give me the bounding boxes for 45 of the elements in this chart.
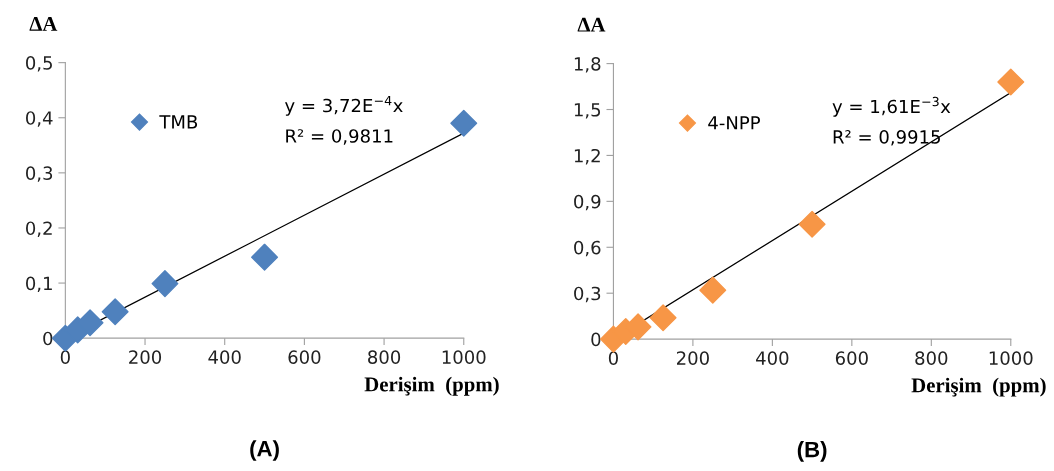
y-tick-label: 0,2	[26, 221, 52, 237]
x-tick-label: 400	[208, 350, 241, 364]
x-tick-label: 800	[915, 351, 948, 365]
point	[151, 270, 179, 298]
y-tick-label: 1,5	[574, 103, 601, 119]
y-axis-title: ΔA	[577, 17, 606, 32]
y-tick-label: 0	[43, 331, 53, 346]
x-axis-title: Derişim (ppm)	[911, 377, 1046, 397]
y-axis-title: ΔA	[29, 16, 58, 31]
x-tick-label: 200	[129, 350, 162, 364]
point	[649, 304, 677, 332]
y-tick-label: 0,3	[26, 166, 53, 182]
annotation: y = 1,61E$^{−3}$x	[832, 96, 951, 117]
y-tick-label: 0,6	[574, 240, 601, 257]
x-tick-label: 600	[288, 350, 321, 364]
y-tick-label: 0,9	[574, 194, 601, 211]
y-tick-label: 1,2	[574, 148, 600, 165]
point	[699, 276, 727, 304]
x-tick-label: 0	[60, 350, 70, 364]
legend-label: 4-NPP	[708, 116, 760, 130]
annotation: y = 3,72E$^{−4}$x	[285, 95, 403, 116]
y-tick-label: 0,3	[574, 286, 601, 303]
x-tick-label: 600	[835, 351, 868, 365]
text: (A)	[250, 440, 279, 461]
y-tick-label: 0,5	[26, 56, 52, 72]
legend-label: TMB	[159, 115, 198, 129]
x-tick-label: 800	[368, 350, 401, 364]
x-tick-label: 0	[608, 351, 618, 365]
x-tick-label: 200	[676, 351, 709, 365]
point	[101, 298, 129, 326]
point	[798, 210, 826, 238]
x-axis-title: Derişim (ppm)	[364, 376, 499, 396]
point	[997, 68, 1025, 96]
y-tick-label: 0,4	[26, 111, 53, 127]
point	[450, 109, 478, 137]
y-tick-label: 0	[591, 332, 601, 347]
x-tick-label: 1000	[442, 350, 486, 364]
x-tick-label: 1000	[989, 351, 1033, 365]
x-tick-label: 400	[756, 351, 789, 365]
y-tick-label: 0,1	[26, 276, 52, 293]
text: (B)	[797, 441, 827, 462]
annotation: R² = 0,9915	[833, 130, 940, 146]
y-tick-label: 1,8	[574, 57, 601, 73]
point	[251, 243, 279, 271]
annotation: R² = 0,9811	[286, 129, 393, 145]
